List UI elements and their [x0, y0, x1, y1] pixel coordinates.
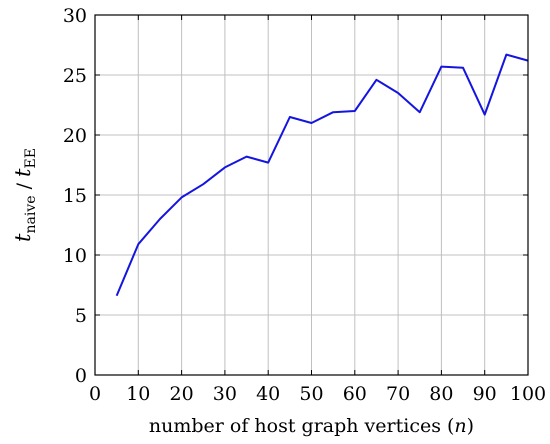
series-line — [115, 53, 529, 297]
y-tick-label: 10 — [63, 245, 87, 267]
y-label-numerator-sub: naive — [23, 195, 39, 233]
tick-layer: 0 10 20 30 40 50 60 70 80 90 100 0 5 10 15 20 25 30 — [63, 5, 546, 405]
x-tick-label: 90 — [473, 383, 497, 405]
x-tick-label: 10 — [126, 383, 150, 405]
y-tick-label: 5 — [75, 305, 87, 327]
y-label-numerator-var: t — [11, 233, 35, 242]
y-tick-label: 20 — [63, 125, 87, 147]
x-tick-label: 50 — [299, 383, 323, 405]
x-tick-label: 20 — [170, 383, 194, 405]
y-tick-label: 15 — [63, 185, 87, 207]
x-axis-label: number of host graph vertices (n) — [149, 415, 474, 437]
y-label-denominator-sub: EE — [23, 148, 39, 168]
y-tick-label: 0 — [75, 365, 87, 387]
x-tick-label: 30 — [213, 383, 237, 405]
y-axis-label: tnaive / tEE — [11, 148, 39, 242]
y-label-separator: / — [13, 177, 35, 195]
x-tick-label: 80 — [429, 383, 453, 405]
x-tick-label: 60 — [343, 383, 367, 405]
series-layer — [115, 53, 529, 297]
y-tick-label: 30 — [63, 5, 87, 27]
x-tick-label: 70 — [386, 383, 410, 405]
x-tick-label: 100 — [510, 383, 546, 405]
y-label-denominator-var: t — [11, 168, 35, 177]
y-tick-label: 25 — [63, 65, 87, 87]
x-tick-label: 0 — [89, 383, 101, 405]
x-tick-label: 40 — [256, 383, 280, 405]
